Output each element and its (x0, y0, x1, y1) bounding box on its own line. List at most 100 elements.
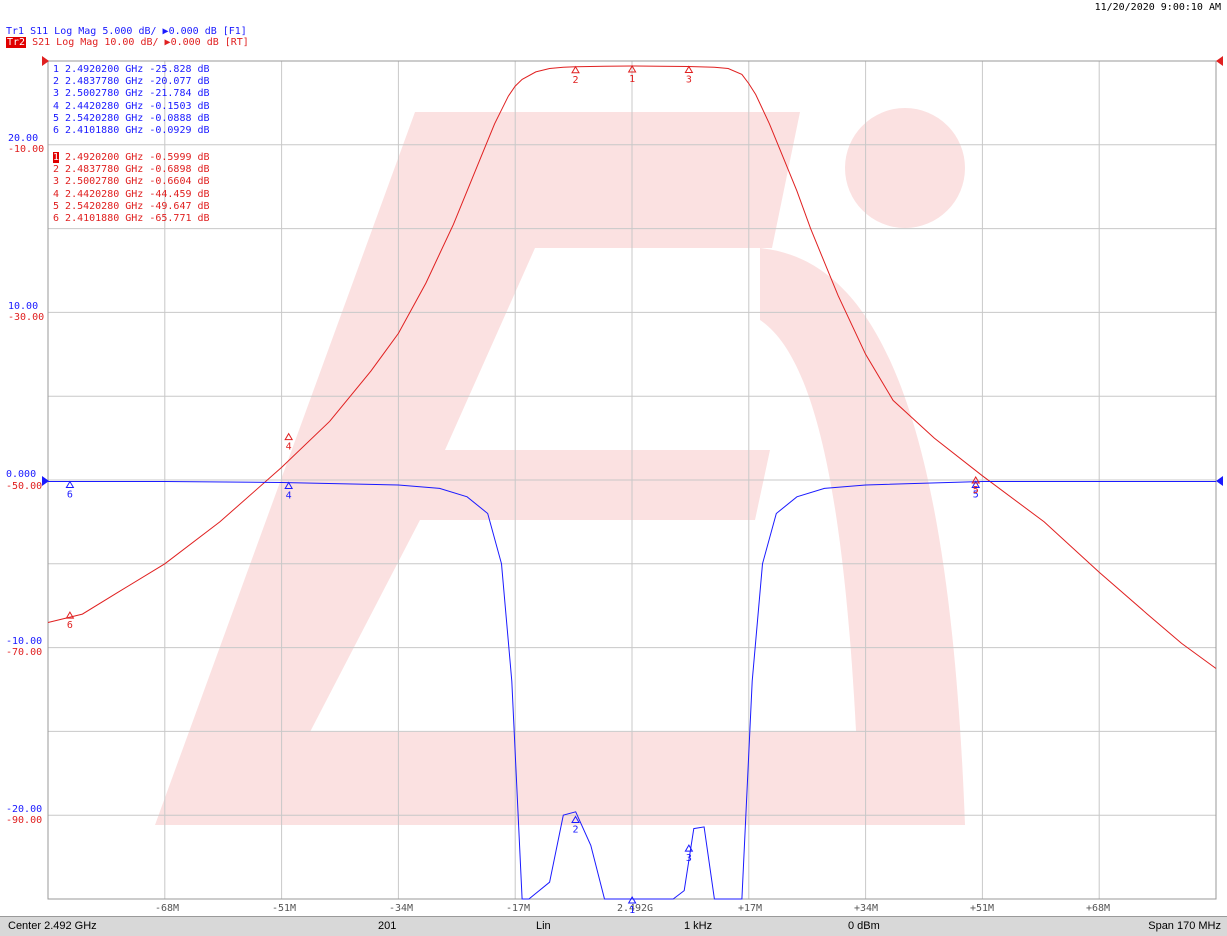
sweep-points[interactable]: 201 (378, 920, 397, 932)
marker-number[interactable]: 3 (53, 176, 60, 188)
marker-number[interactable]: 1 (53, 64, 60, 75)
marker-frequency: 2.4837780 GHz (59, 164, 150, 176)
marker-row[interactable]: 4 2.4420280 GHz -44.459 dB (53, 189, 210, 201)
trace-s21-line (47, 65, 1217, 669)
marker-s11-4-symbol (284, 481, 294, 490)
sweep-type[interactable]: Lin (536, 920, 551, 932)
marker-row[interactable]: 5 2.5420280 GHz -49.647 dB (53, 201, 210, 213)
marker-row[interactable]: 1 2.4920200 GHz -0.5999 dB (53, 152, 210, 164)
marker-s11-6-symbol (65, 480, 75, 489)
marker-number[interactable]: 6 (53, 125, 60, 137)
marker-value: -20.077 dB (149, 76, 210, 88)
marker-value: -25.828 dB (149, 64, 210, 75)
marker-number[interactable]: 5 (53, 112, 60, 124)
y-label-s21-1: -10.00 (8, 144, 44, 155)
marker-row[interactable]: 2 2.4837780 GHz -0.6898 dB (53, 164, 210, 176)
marker-number[interactable]: 2 (53, 164, 60, 176)
marker-frequency: 2.4420280 GHz (59, 188, 150, 200)
marker-s11-1-symbol (627, 896, 637, 904)
marker-table-s21: 1 2.4920200 GHz -0.5999 dB 2 2.4837780 GH… (53, 152, 210, 225)
marker-s11-3-symbol (684, 844, 694, 852)
marker-value: -0.0888 dB (149, 112, 210, 124)
watermark-logo (155, 108, 965, 825)
marker-s21-1-symbol (627, 65, 637, 73)
x-label-5: 2.492G (617, 903, 653, 914)
marker-s11-5-label: 5 (973, 489, 979, 500)
marker-s11-5-symbol (971, 480, 981, 488)
trace-2-header[interactable]: Tr2 S21 Log Mag 10.00 dB/ ▶0.000 dB [RT] (6, 37, 249, 48)
marker-value: -44.459 dB (149, 188, 210, 200)
trace-s11-line (48, 481, 1216, 900)
marker-s21-6-label: 6 (67, 620, 73, 631)
x-label-7: +34M (854, 903, 878, 914)
marker-value: -65.771 dB (149, 213, 210, 225)
if-bandwidth[interactable]: 1 kHz (684, 920, 713, 932)
source-power[interactable]: 0 dBm (848, 920, 880, 932)
trace-1-header[interactable]: Tr1 S11 Log Mag 5.000 dB/ ▶0.000 dB [F1] (6, 26, 247, 37)
y-label-s11-3: 0.000 (6, 469, 36, 480)
marker-frequency: 2.4837780 GHz (59, 76, 150, 88)
center-frequency[interactable]: Center 2.492 GHz (8, 920, 97, 932)
marker-s21-1-label: 1 (629, 74, 635, 85)
marker-row[interactable]: 1 2.4920200 GHz -25.828 dB (53, 64, 210, 76)
marker-frequency: 2.4420280 GHz (59, 100, 150, 112)
marker-frequency: 2.5002780 GHz (59, 176, 150, 188)
marker-number[interactable]: 5 (53, 200, 60, 212)
grid (48, 61, 1216, 899)
marker-row[interactable]: 5 2.5420280 GHz -0.0888 dB (53, 113, 210, 125)
marker-number[interactable]: 2 (53, 76, 60, 88)
trace-2-tag[interactable]: Tr2 (6, 37, 27, 48)
marker-frequency: 2.4920200 GHz (59, 64, 150, 75)
marker-number[interactable]: 1 (53, 152, 60, 163)
marker-number[interactable]: 6 (53, 213, 60, 225)
ref-arrow-left-s21 (42, 56, 49, 66)
y-label-s21-2: -30.00 (8, 312, 44, 323)
marker-s21-5-label: 5 (973, 485, 979, 496)
marker-row[interactable]: 3 2.5002780 GHz -0.6604 dB (53, 176, 210, 188)
marker-table-s11: 1 2.4920200 GHz -25.828 dB 2 2.4837780 GH… (53, 64, 210, 137)
y-label-s11-5: -20.00 (6, 804, 42, 815)
span-frequency[interactable]: Span 170 MHz (1148, 920, 1221, 932)
marker-row[interactable]: 6 2.4101880 GHz -65.771 dB (53, 213, 210, 225)
x-label-1: -68M (155, 903, 179, 914)
marker-value: -0.6898 dB (149, 164, 210, 176)
marker-frequency: 2.4920200 GHz (59, 152, 150, 163)
marker-value: -0.1503 dB (149, 100, 210, 112)
y-axis-labels: 20.00 -10.00 10.00 -30.00 0.000 -50.00 -… (6, 133, 44, 826)
marker-s21-6-symbol (65, 611, 75, 619)
marker-frequency: 2.4101880 GHz (59, 213, 150, 225)
y-label-s21-5: -90.00 (6, 815, 42, 826)
marker-number[interactable]: 4 (53, 188, 60, 200)
x-label-8: +51M (970, 903, 994, 914)
marker-value: -0.5999 dB (149, 152, 210, 163)
y-label-s11-4: -10.00 (6, 636, 42, 647)
trace-2-settings: S21 Log Mag 10.00 dB/ ▶0.000 dB [RT] (32, 37, 249, 48)
y-label-s11-2: 10.00 (8, 301, 38, 312)
ref-arrow-left-s11 (42, 476, 49, 486)
y-label-s21-4: -70.00 (6, 647, 42, 658)
marker-value: -21.784 dB (149, 88, 210, 100)
ref-arrow-right-s21 (1216, 56, 1223, 66)
marker-s11-6-label: 6 (67, 490, 73, 501)
y-label-s21-3: -50.00 (6, 481, 42, 492)
marker-number[interactable]: 4 (53, 100, 60, 112)
y-label-s11-1: 20.00 (8, 133, 38, 144)
x-label-2: -51M (272, 903, 296, 914)
marker-row[interactable]: 6 2.4101880 GHz -0.0929 dB (53, 125, 210, 137)
marker-s11-1-label: 1 (629, 905, 635, 915)
marker-s21-3-label: 3 (686, 75, 692, 86)
marker-row[interactable]: 3 2.5002780 GHz -21.784 dB (53, 88, 210, 100)
marker-s11-2-label: 2 (572, 824, 578, 835)
trace-1-tag[interactable]: Tr1 (6, 26, 25, 37)
marker-number[interactable]: 3 (53, 88, 60, 100)
marker-value: -49.647 dB (149, 200, 210, 212)
marker-row[interactable]: 2 2.4837780 GHz -20.077 dB (53, 76, 210, 88)
x-axis-labels: -68M -51M -34M -17M 2.492G +17M +34M +51… (155, 903, 1110, 914)
marker-frequency: 2.5420280 GHz (59, 112, 150, 124)
plot-area[interactable]: 20.00 -10.00 10.00 -30.00 0.000 -50.00 -… (0, 0, 1227, 915)
marker-s21-2-symbol (571, 65, 580, 74)
marker-row[interactable]: 4 2.4420280 GHz -0.1503 dB (53, 101, 210, 113)
marker-frequency: 2.5420280 GHz (59, 200, 150, 212)
marker-frequency: 2.5002780 GHz (59, 88, 150, 100)
timestamp: 11/20/2020 9:00:10 AM (1094, 2, 1221, 13)
